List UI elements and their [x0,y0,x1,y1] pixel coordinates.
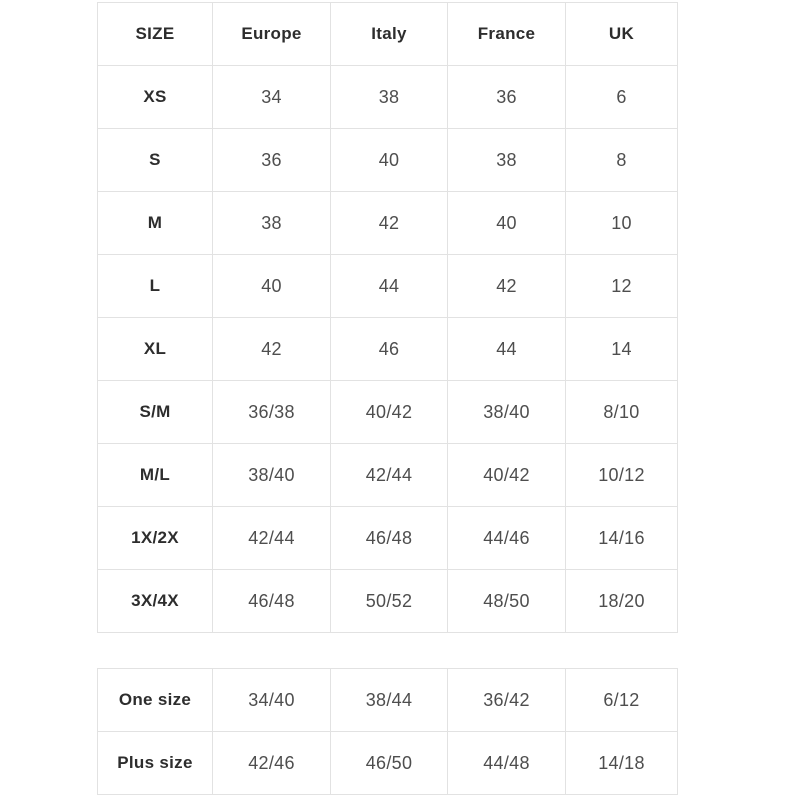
size-value-cell: 14/18 [565,731,678,795]
size-value-cell: 46/50 [330,731,448,795]
size-value-cell: 18/20 [565,569,678,633]
size-value-cell: 42/44 [330,443,448,507]
column-header-uk: UK [565,2,678,66]
size-conversion-table: SIZE Europe Italy France UK XS 34 38 36 6 S 36… [97,2,678,633]
size-value-cell: 40 [447,191,566,255]
size-value-cell: 36 [212,128,331,192]
size-value-cell: 10/12 [565,443,678,507]
size-value-cell: 14 [565,317,678,381]
size-value-cell: 12 [565,254,678,318]
size-value-cell: 42 [447,254,566,318]
size-value-cell: 50/52 [330,569,448,633]
table-row: XL 42 46 44 14 [97,317,678,381]
table-row: One size 34/40 38/44 36/42 6/12 [97,668,678,732]
size-value-cell: 46/48 [212,569,331,633]
special-sizes-table: One size 34/40 38/44 36/42 6/12 Plus size 42/4… [97,668,678,795]
size-label: One size [97,668,213,732]
size-value-cell: 6 [565,65,678,129]
size-label: M/L [97,443,213,507]
table-row: Plus size 42/46 46/50 44/48 14/18 [97,731,678,795]
column-header-size: SIZE [97,2,213,66]
table-gap [97,633,677,668]
size-value-cell: 42 [212,317,331,381]
size-label: 3X/4X [97,569,213,633]
size-value-cell: 36 [447,65,566,129]
table-row: M/L 38/40 42/44 40/42 10/12 [97,443,678,507]
column-header-italy: Italy [330,2,448,66]
size-label: 1X/2X [97,506,213,570]
size-value-cell: 44 [447,317,566,381]
size-label: L [97,254,213,318]
size-value-cell: 36/38 [212,380,331,444]
size-value-cell: 40 [212,254,331,318]
size-label: Plus size [97,731,213,795]
size-value-cell: 10 [565,191,678,255]
size-label: S [97,128,213,192]
size-value-cell: 38 [447,128,566,192]
size-value-cell: 34 [212,65,331,129]
size-label: S/M [97,380,213,444]
size-value-cell: 48/50 [447,569,566,633]
table-row: L 40 44 42 12 [97,254,678,318]
size-value-cell: 42/46 [212,731,331,795]
size-value-cell: 6/12 [565,668,678,732]
table-row: 3X/4X 46/48 50/52 48/50 18/20 [97,569,678,633]
size-value-cell: 44 [330,254,448,318]
size-value-cell: 46/48 [330,506,448,570]
size-value-cell: 44/48 [447,731,566,795]
size-value-cell: 40 [330,128,448,192]
size-chart-page: SIZE Europe Italy France UK XS 34 38 36 6 S 36… [97,0,678,795]
size-value-cell: 40/42 [330,380,448,444]
table-row: S 36 40 38 8 [97,128,678,192]
size-value-cell: 46 [330,317,448,381]
size-value-cell: 44/46 [447,506,566,570]
size-value-cell: 42 [330,191,448,255]
size-value-cell: 34/40 [212,668,331,732]
size-value-cell: 38 [212,191,331,255]
size-value-cell: 42/44 [212,506,331,570]
size-value-cell: 38 [330,65,448,129]
header-row: SIZE Europe Italy France UK [97,2,678,66]
column-header-europe: Europe [212,2,331,66]
table-row: M 38 42 40 10 [97,191,678,255]
size-value-cell: 38/44 [330,668,448,732]
table-row: 1X/2X 42/44 46/48 44/46 14/16 [97,506,678,570]
size-label: XS [97,65,213,129]
size-value-cell: 8 [565,128,678,192]
size-value-cell: 14/16 [565,506,678,570]
size-label: M [97,191,213,255]
table-row: XS 34 38 36 6 [97,65,678,129]
size-value-cell: 38/40 [212,443,331,507]
size-value-cell: 38/40 [447,380,566,444]
size-value-cell: 40/42 [447,443,566,507]
column-header-france: France [447,2,566,66]
table-row: S/M 36/38 40/42 38/40 8/10 [97,380,678,444]
size-value-cell: 8/10 [565,380,678,444]
size-value-cell: 36/42 [447,668,566,732]
size-label: XL [97,317,213,381]
